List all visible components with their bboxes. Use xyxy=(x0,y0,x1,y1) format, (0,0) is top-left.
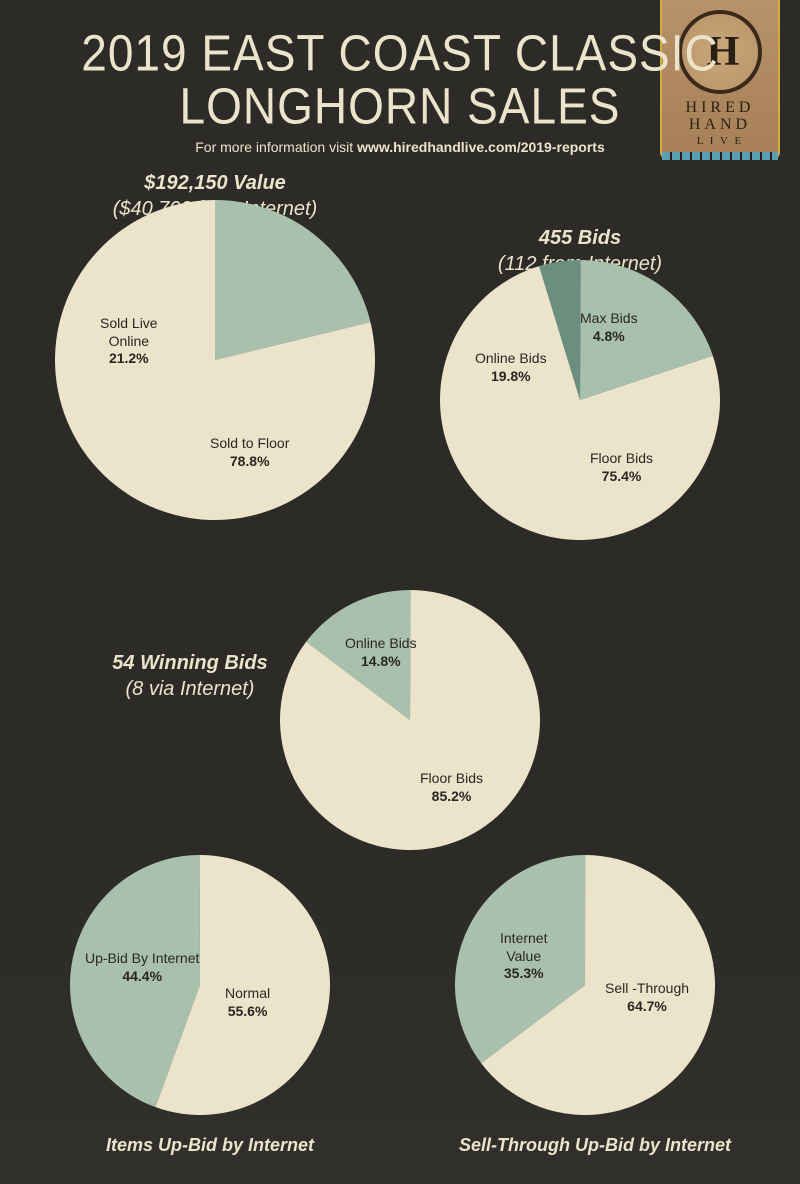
bids-slice-label: Floor Bids75.4% xyxy=(590,450,653,485)
sellthrough-slice-label: Sell -Through64.7% xyxy=(605,980,689,1015)
upbid-slice-label: Up-Bid By Internet44.4% xyxy=(85,950,199,985)
winning-slice-label: Floor Bids85.2% xyxy=(420,770,483,805)
sellthrough-slice-label: InternetValue35.3% xyxy=(500,930,547,983)
upbid-pie-chart xyxy=(70,855,330,1115)
upbid-caption: Items Up-Bid by Internet xyxy=(70,1135,350,1156)
value-slice-label: Sold LiveOnline21.2% xyxy=(100,315,158,368)
info-url: www.hiredhandlive.com/2019-reports xyxy=(357,139,605,155)
bids-pie-chart xyxy=(440,260,720,540)
bids-slice-label: Max Bids4.8% xyxy=(580,310,638,345)
infographic-content: H HIRED HAND L I V E 2019 EAST COAST CLA… xyxy=(0,0,800,1184)
bids-slice-label: Online Bids19.8% xyxy=(475,350,547,385)
sellthrough-caption: Sell-Through Up-Bid by Internet xyxy=(440,1135,750,1156)
page-title: 2019 EAST COAST CLASSIC LONGHORN SALES xyxy=(0,0,800,133)
winning-chart-title: 54 Winning Bids(8 via Internet) xyxy=(75,650,305,702)
winning-pie-chart xyxy=(280,590,540,850)
winning-slice-label: Online Bids14.8% xyxy=(345,635,417,670)
value-slice-label: Sold to Floor78.8% xyxy=(210,435,289,470)
logo-bead-trim xyxy=(662,152,778,160)
upbid-slice-label: Normal55.6% xyxy=(225,985,270,1020)
